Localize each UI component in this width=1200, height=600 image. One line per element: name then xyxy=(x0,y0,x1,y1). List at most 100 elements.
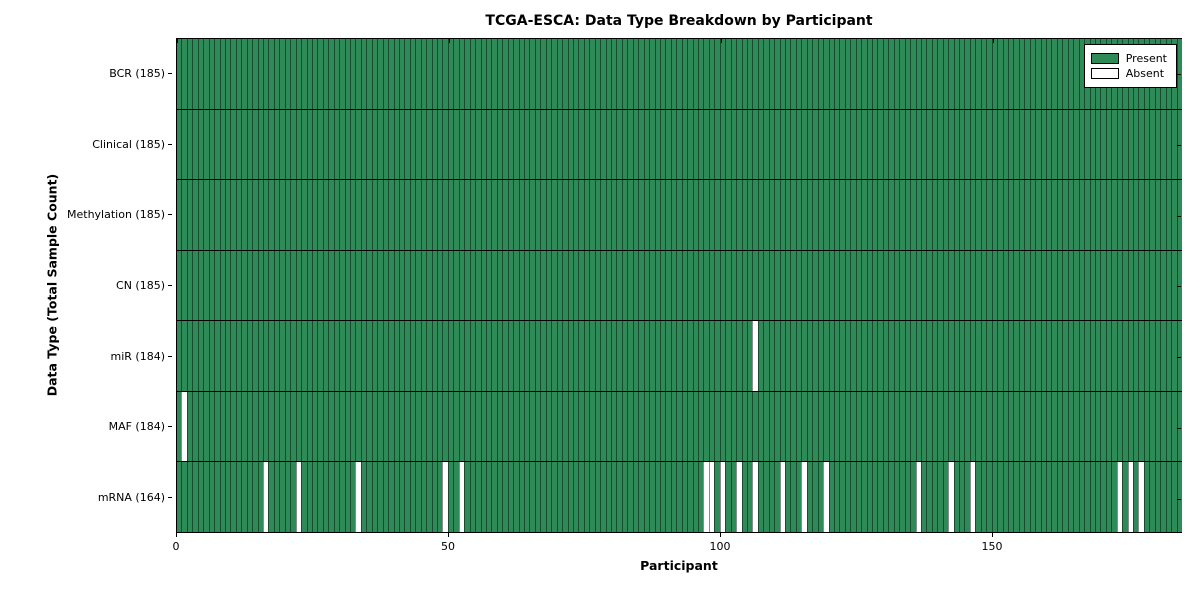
heatmap-cell xyxy=(1051,391,1057,462)
heatmap-cell xyxy=(502,462,508,533)
heatmap-cell xyxy=(692,180,698,250)
heatmap-cell xyxy=(572,250,579,321)
heatmap-cell xyxy=(311,180,318,250)
heatmap-cell xyxy=(420,462,427,533)
heatmap-cell xyxy=(572,109,579,180)
heatmap-cell xyxy=(322,180,329,250)
y-tick-mark xyxy=(168,143,172,145)
heatmap-cell xyxy=(621,109,628,180)
heatmap-cell xyxy=(562,462,568,533)
heatmap-cell xyxy=(616,180,622,250)
heatmap-cell xyxy=(453,250,459,321)
heatmap-cell xyxy=(643,321,650,391)
heatmap-cell xyxy=(915,180,921,250)
heatmap-cell xyxy=(1040,321,1046,391)
heatmap-cell xyxy=(480,39,486,109)
heatmap-cell xyxy=(980,109,987,180)
heatmap-cell xyxy=(524,180,530,250)
heatmap-cell xyxy=(344,462,350,533)
heatmap-cell xyxy=(828,250,834,321)
x-tick-mark-bottom xyxy=(176,533,177,537)
heatmap-cell xyxy=(1127,391,1133,462)
heatmap-cell xyxy=(1013,391,1019,462)
heatmap-cell xyxy=(969,250,976,321)
heatmap-cell xyxy=(616,109,622,180)
heatmap-cell xyxy=(475,109,481,180)
heatmap-cell xyxy=(273,109,280,180)
heatmap-cell xyxy=(774,391,780,462)
heatmap-cell xyxy=(230,391,236,462)
heatmap-cell xyxy=(529,39,535,109)
heatmap-cell xyxy=(975,391,981,462)
heatmap-cell xyxy=(1007,39,1014,109)
heatmap-cell xyxy=(1018,109,1025,180)
heatmap-cell xyxy=(290,250,296,321)
heatmap-cell xyxy=(333,109,340,180)
heatmap-cell xyxy=(785,321,791,391)
heatmap-cell xyxy=(311,39,318,109)
heatmap-cell xyxy=(344,39,350,109)
heatmap-cell xyxy=(986,180,992,250)
heatmap-cell xyxy=(904,391,911,462)
heatmap-cell xyxy=(208,321,215,391)
heatmap-cell xyxy=(224,321,231,391)
heatmap-cell xyxy=(812,462,818,533)
heatmap-cell xyxy=(192,321,198,391)
heatmap-cell xyxy=(692,109,698,180)
heatmap-cell xyxy=(177,321,182,391)
heatmap-cell xyxy=(197,321,204,391)
heatmap-cell xyxy=(1100,180,1106,250)
y-tick-mark-right xyxy=(1177,145,1181,146)
heatmap-cell xyxy=(991,462,998,533)
heatmap-cell xyxy=(301,180,307,250)
heatmap-cell xyxy=(774,250,780,321)
x-tick-mark-top xyxy=(721,39,722,43)
heatmap-cell xyxy=(360,462,367,533)
heatmap-cell xyxy=(453,109,459,180)
heatmap-cell xyxy=(453,391,459,462)
heatmap-cell xyxy=(1089,109,1095,180)
heatmap-cell xyxy=(931,39,938,109)
heatmap-cell xyxy=(257,180,263,250)
heatmap-cell xyxy=(518,109,524,180)
heatmap-cell xyxy=(975,109,981,180)
heatmap-cell xyxy=(496,39,503,109)
heatmap-cell xyxy=(409,321,416,391)
heatmap-cell xyxy=(915,321,921,391)
heatmap-cell xyxy=(1160,109,1166,180)
heatmap-cell xyxy=(763,321,769,391)
heatmap-cell xyxy=(926,321,932,391)
heatmap-cell xyxy=(1051,321,1057,391)
heatmap-cell xyxy=(785,250,791,321)
heatmap-cell xyxy=(1116,391,1123,462)
heatmap-cell xyxy=(1133,462,1139,533)
heatmap-cell xyxy=(208,250,215,321)
heatmap-cell xyxy=(545,462,552,533)
heatmap-cell xyxy=(1062,109,1068,180)
heatmap-cell xyxy=(632,250,639,321)
heatmap-cell xyxy=(855,391,862,462)
heatmap-cell xyxy=(328,391,334,462)
heatmap-cell xyxy=(795,180,802,250)
heatmap-cell xyxy=(562,109,568,180)
heatmap-cell xyxy=(426,321,432,391)
heatmap-cell xyxy=(904,321,911,391)
heatmap-cell xyxy=(437,462,443,533)
heatmap-cell xyxy=(426,391,432,462)
heatmap-cell xyxy=(1007,321,1014,391)
heatmap-cell xyxy=(355,391,361,462)
x-tick-mark-top xyxy=(449,39,450,43)
heatmap-cell xyxy=(1073,391,1079,462)
heatmap-cell xyxy=(904,39,911,109)
heatmap-cell xyxy=(1138,391,1144,462)
heatmap-cell xyxy=(953,391,959,462)
heatmap-cell xyxy=(328,109,334,180)
heatmap-cell xyxy=(681,250,688,321)
x-tick-label-150: 150 xyxy=(981,540,1003,553)
heatmap-cell xyxy=(795,250,802,321)
heatmap-cell xyxy=(235,250,242,321)
heatmap-cell xyxy=(1176,321,1182,391)
heatmap-cell xyxy=(795,109,802,180)
heatmap-cell xyxy=(893,180,900,250)
heatmap-cell xyxy=(355,462,361,533)
